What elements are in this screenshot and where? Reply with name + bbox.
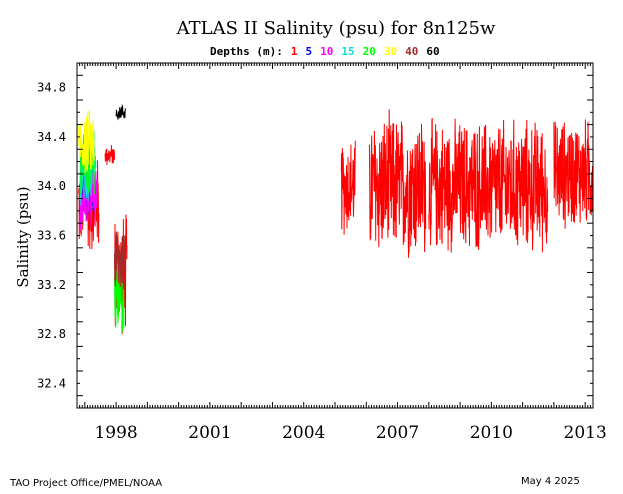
legend-depth-10: 10 [320,45,333,58]
chart-title: ATLAS II Salinity (psu) for 8n125w [176,18,496,39]
series-30-segment-0 [78,110,95,174]
axis-ticks [76,62,594,409]
series-1-segment-5 [428,117,549,253]
footer-date: May 4 2025 [521,476,580,487]
plot-frame [76,62,594,409]
series-1-segment-1 [104,145,115,165]
series-depth-10 [79,165,98,231]
series-60-segment-0 [115,103,126,121]
y-axis-label: Salinity (psu) [14,186,32,287]
footer-credit: TAO Project Office/PMEL/NOAA [10,478,163,489]
legend-depth-1: 1 [291,45,298,58]
series-1-segment-4 [368,109,427,258]
series-40-segment-0 [114,231,126,290]
legend-depth-30: 30 [384,45,397,58]
depth-legend: Depths (m): 1 5 10 15 20 30 40 60 [210,45,440,58]
x-tick-label: 2007 [376,423,419,443]
series-depth-1 [78,109,594,335]
series-depth-30 [78,110,95,174]
y-tick-label: 33.6 [37,229,66,243]
series-depth-60 [115,103,126,121]
y-tick-labels: 32.4 32.8 33.2 33.6 34.0 34.4 34.8 [37,81,66,391]
legend-depth-60: 60 [426,45,439,58]
legend-label: Depths (m): [210,45,283,58]
y-tick-label: 32.4 [37,376,66,390]
series-depth-20 [79,130,125,332]
y-tick-label: 32.8 [37,327,66,341]
series-depth-40 [114,231,126,290]
series-1-segment-6 [553,119,594,229]
x-tick-label: 2010 [470,423,513,443]
series-1-segment-3 [340,140,356,235]
y-tick-label: 34.4 [37,130,66,144]
x-tick-label: 2001 [188,423,231,443]
x-tick-label: 2013 [564,423,607,443]
x-tick-label: 1998 [94,423,137,443]
y-tick-label: 33.2 [37,278,66,292]
legend-depth-20: 20 [363,45,376,58]
x-tick-labels: 1998 2001 2004 2007 2010 2013 [94,423,606,443]
legend-depth-5: 5 [305,45,312,58]
legend-depth-15: 15 [341,45,354,58]
x-tick-label: 2004 [282,423,325,443]
y-tick-label: 34.8 [37,81,66,95]
y-tick-label: 34.0 [37,179,66,193]
plot-data [78,103,594,335]
legend-depth-40: 40 [405,45,418,58]
series-10-segment-0 [79,165,98,231]
